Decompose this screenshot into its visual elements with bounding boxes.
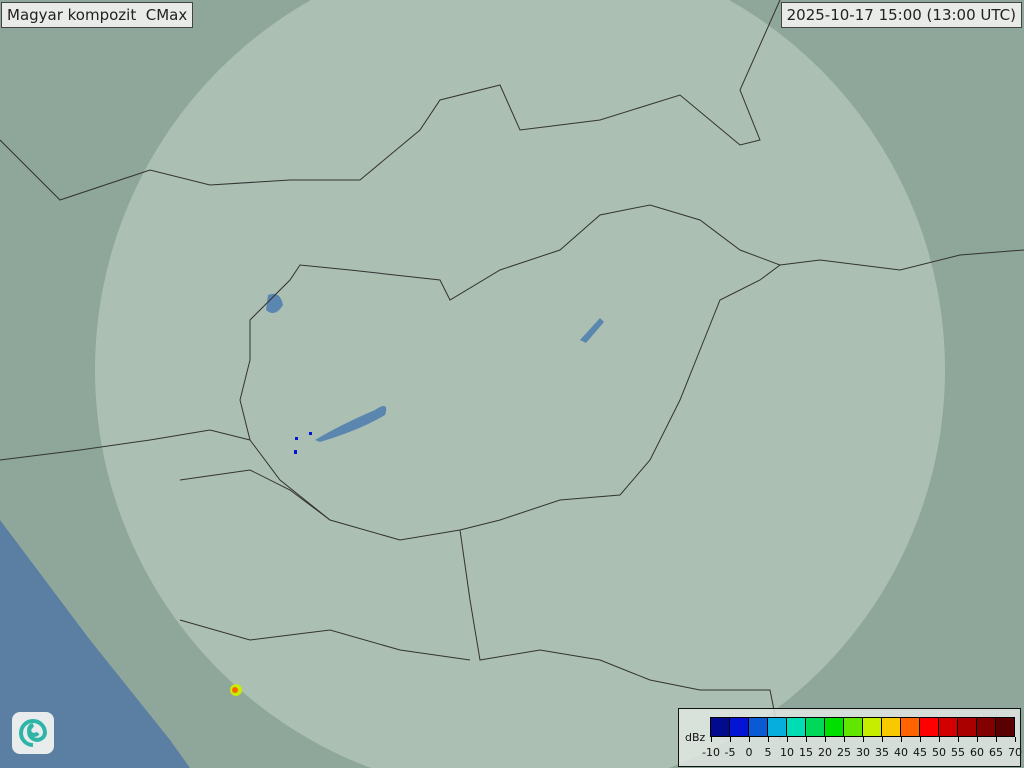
legend-tick-label: 30 xyxy=(856,746,870,759)
legend-swatches xyxy=(710,717,1015,737)
legend-swatch xyxy=(768,718,787,736)
legend-ticks: -10 -5 0 5 10 15 20 25 30 35 40 45 50 55 60 65 70 xyxy=(702,737,1022,763)
legend-tick-label: 60 xyxy=(970,746,984,759)
legend-swatch xyxy=(730,718,749,736)
legend-tick: 55 xyxy=(943,737,973,759)
legend-tick-label: 15 xyxy=(799,746,813,759)
legend-swatch xyxy=(939,718,958,736)
legend-swatch xyxy=(977,718,996,736)
legend-tick-label: 5 xyxy=(764,746,772,759)
legend-tick-label: 70 xyxy=(1008,746,1022,759)
legend-tick-label: 65 xyxy=(989,746,1003,759)
timestamp: 2025-10-17 15:00 (13:00 UTC) xyxy=(780,2,1022,28)
lake-tisza xyxy=(580,318,604,343)
lake-balaton xyxy=(315,406,387,442)
legend-tick-label: 25 xyxy=(837,746,851,759)
legend-tick: 60 xyxy=(962,737,992,759)
legend-swatch xyxy=(863,718,882,736)
legend-tick: 25 xyxy=(829,737,859,759)
southern-border xyxy=(459,529,781,741)
legend-tick-label: 35 xyxy=(875,746,889,759)
legend-tick-label: 10 xyxy=(780,746,794,759)
legend-tick: 15 xyxy=(791,737,821,759)
legend-tick: 65 xyxy=(981,737,1011,759)
radar-echoes xyxy=(230,432,312,696)
legend-unit: dBz xyxy=(685,731,706,744)
legend-swatch xyxy=(806,718,825,736)
eastern-border xyxy=(779,249,1024,271)
legend-tick: 30 xyxy=(848,737,878,759)
legend-tick-label: 0 xyxy=(745,746,753,759)
hungary-border xyxy=(239,204,782,541)
swirl-logo-icon xyxy=(19,719,48,747)
legend-swatch xyxy=(844,718,863,736)
legend-swatch xyxy=(958,718,977,736)
legend-tick: -5 xyxy=(715,737,745,759)
legend-swatch xyxy=(996,718,1014,736)
western-borders xyxy=(0,429,471,661)
legend-swatch xyxy=(825,718,844,736)
legend-tick-label: 50 xyxy=(932,746,946,759)
legend-swatch xyxy=(749,718,768,736)
legend-swatch xyxy=(882,718,901,736)
dbz-legend: dBz -10 -5 0 5 10 15 20 25 30 35 40 45 50 55 60 65 70 xyxy=(678,708,1022,767)
adriatic-sea xyxy=(0,520,190,768)
legend-tick-label: -5 xyxy=(724,746,736,759)
legend-swatch xyxy=(711,718,730,736)
legend-tick: 35 xyxy=(867,737,897,759)
legend-tick-label: -10 xyxy=(702,746,720,759)
legend-tick: 20 xyxy=(810,737,840,759)
legend-swatch xyxy=(920,718,939,736)
legend-swatch xyxy=(901,718,920,736)
legend-tick: 5 xyxy=(753,737,783,759)
legend-swatch xyxy=(787,718,806,736)
legend-tick-label: 40 xyxy=(894,746,908,759)
legend-tick: -10 xyxy=(696,737,726,759)
legend-tick-label: 55 xyxy=(951,746,965,759)
legend-tick: 70 xyxy=(1000,737,1024,759)
legend-tick: 40 xyxy=(886,737,916,759)
legend-tick: 10 xyxy=(772,737,802,759)
radar-coverage-area xyxy=(95,0,945,768)
map-title: Magyar kompozit CMax xyxy=(1,2,194,28)
northern-borders xyxy=(0,0,781,201)
swirl-logo[interactable] xyxy=(12,712,54,754)
lake-neusiedl xyxy=(266,293,283,314)
legend-tick-label: 20 xyxy=(818,746,832,759)
legend-tick-label: 45 xyxy=(913,746,927,759)
legend-tick: 50 xyxy=(924,737,954,759)
legend-tick: 45 xyxy=(905,737,935,759)
legend-tick: 0 xyxy=(734,737,764,759)
